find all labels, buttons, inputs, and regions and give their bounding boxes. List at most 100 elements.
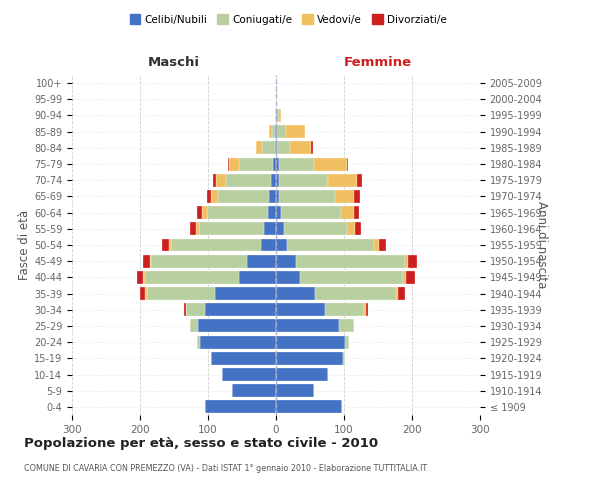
Bar (268, 206, 276, 219)
Bar (269, 125, 272, 138)
Bar (290, 142, 311, 154)
Bar (343, 352, 344, 365)
Bar (341, 206, 353, 219)
Bar (269, 190, 276, 203)
Bar (280, 190, 335, 203)
Bar (347, 158, 348, 170)
Bar (208, 190, 211, 203)
Bar (205, 304, 276, 316)
Text: Femmine: Femmine (344, 56, 412, 68)
Bar (145, 271, 239, 284)
Bar (379, 238, 386, 252)
Bar (276, 400, 342, 413)
Bar (279, 109, 281, 122)
Bar (374, 238, 379, 252)
Bar (232, 384, 276, 397)
Bar (395, 287, 398, 300)
Bar (216, 174, 226, 186)
Bar (276, 142, 277, 154)
Bar (163, 238, 169, 252)
Bar (408, 254, 418, 268)
Bar (218, 190, 269, 203)
Bar (276, 206, 281, 219)
Bar (357, 174, 362, 186)
Bar (276, 320, 338, 332)
Bar (184, 304, 185, 316)
Bar (239, 158, 272, 170)
Bar (275, 125, 276, 138)
Y-axis label: Anni di nascita: Anni di nascita (535, 202, 548, 288)
Bar (221, 368, 276, 381)
Bar (190, 320, 198, 332)
Bar (353, 320, 354, 332)
Bar (145, 287, 147, 300)
Bar (276, 93, 277, 106)
Bar (272, 158, 276, 170)
Y-axis label: Fasce di età: Fasce di età (18, 210, 31, 280)
Bar (261, 238, 276, 252)
Legend: Celibi/Nubili, Coniugati/e, Vedovi/e, Divorziati/e: Celibi/Nubili, Coniugati/e, Vedovi/e, Di… (125, 10, 451, 29)
Bar (206, 206, 268, 219)
Bar (276, 109, 279, 122)
Bar (325, 304, 364, 316)
Bar (196, 222, 199, 235)
Bar (147, 287, 215, 300)
Bar (277, 142, 290, 154)
Bar (276, 352, 343, 365)
Bar (276, 384, 314, 397)
Bar (149, 254, 151, 268)
Bar (271, 174, 276, 186)
Bar (247, 254, 276, 268)
Bar (197, 206, 202, 219)
Bar (214, 174, 216, 186)
Bar (281, 206, 341, 219)
Bar (205, 400, 276, 413)
Bar (170, 238, 261, 252)
Bar (228, 158, 229, 170)
Bar (264, 222, 276, 235)
Bar (328, 174, 357, 186)
Bar (364, 304, 366, 316)
Bar (300, 271, 403, 284)
Bar (202, 206, 206, 219)
Bar (262, 142, 275, 154)
Bar (185, 304, 205, 316)
Bar (143, 271, 145, 284)
Bar (272, 125, 275, 138)
Bar (354, 190, 361, 203)
Bar (276, 222, 284, 235)
Bar (286, 125, 305, 138)
Bar (229, 158, 239, 170)
Bar (211, 190, 218, 203)
Text: Popolazione per età, sesso e stato civile - 2010: Popolazione per età, sesso e stato civil… (24, 438, 378, 450)
Bar (316, 287, 395, 300)
Bar (276, 190, 280, 203)
Bar (211, 352, 276, 365)
Bar (405, 254, 408, 268)
Bar (276, 125, 277, 138)
Bar (200, 336, 276, 348)
Bar (280, 174, 328, 186)
Text: Maschi: Maschi (148, 56, 200, 68)
Bar (215, 287, 276, 300)
Bar (276, 336, 346, 348)
Bar (276, 254, 296, 268)
Bar (346, 336, 349, 348)
Text: COMUNE DI CAVARIA CON PREMEZZO (VA) - Dati ISTAT 1° gennaio 2010 - Elaborazione : COMUNE DI CAVARIA CON PREMEZZO (VA) - Da… (24, 464, 427, 473)
Bar (277, 125, 286, 138)
Bar (366, 304, 368, 316)
Bar (276, 174, 280, 186)
Bar (198, 320, 276, 332)
Bar (287, 238, 374, 252)
Bar (284, 222, 347, 235)
Bar (276, 158, 279, 170)
Bar (256, 142, 262, 154)
Bar (151, 254, 247, 268)
Bar (199, 222, 264, 235)
Bar (403, 271, 406, 284)
Bar (314, 158, 347, 170)
Bar (311, 142, 313, 154)
Bar (239, 271, 276, 284)
Bar (140, 287, 145, 300)
Bar (137, 271, 143, 284)
